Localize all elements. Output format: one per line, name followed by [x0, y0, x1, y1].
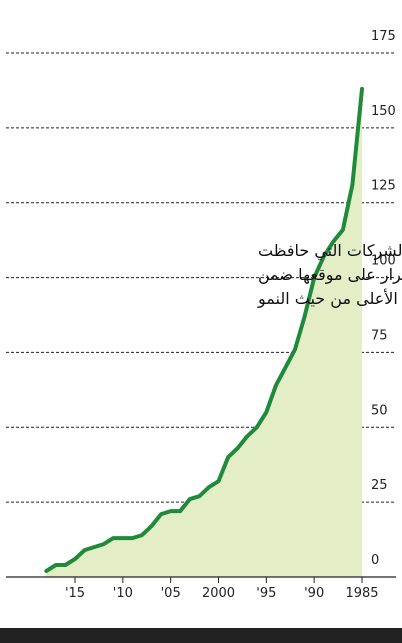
y-tick-label-125: 125 — [371, 179, 396, 194]
y-tick-label-75: 75 — [371, 328, 388, 343]
y-tick-label-175: 175 — [371, 29, 396, 44]
annotation-line-2: باستمرار على موقعها ضمن — [258, 265, 402, 285]
x-tick-label-2015: '15 — [65, 586, 85, 601]
y-tick-label-50: 50 — [371, 403, 388, 418]
x-tick-label-1985: 1985 — [345, 586, 378, 601]
x-tick-marks — [74, 577, 363, 583]
grid-lines — [6, 52, 396, 503]
x-tick-label-1995: '95 — [256, 586, 276, 601]
x-tick-label-2010: '10 — [113, 586, 133, 601]
x-tick-labels: 1985 '90 '95 2000 '05 '10 '15 — [65, 586, 379, 601]
y-tick-label-25: 25 — [371, 478, 388, 493]
x-tick-label-1990: '90 — [304, 586, 324, 601]
y-tick-label-0: 0 — [371, 553, 379, 568]
series-line — [44, 86, 364, 573]
x-tick-label-2005: '05 — [161, 586, 181, 601]
y-tick-label-100: 100 — [371, 254, 396, 269]
annotation-line-1: عدد الشركات التي حافظت — [258, 241, 402, 261]
y-tick-labels: 0 25 50 75 100 125 150 175 — [371, 29, 396, 568]
annotation-line-3: الربع الأعلى من حيث النمو — [257, 288, 402, 309]
y-tick-label-150: 150 — [371, 104, 396, 119]
series-area — [46, 88, 363, 578]
footer-bar — [0, 628, 402, 643]
x-tick-label-2000: 2000 — [202, 586, 235, 601]
